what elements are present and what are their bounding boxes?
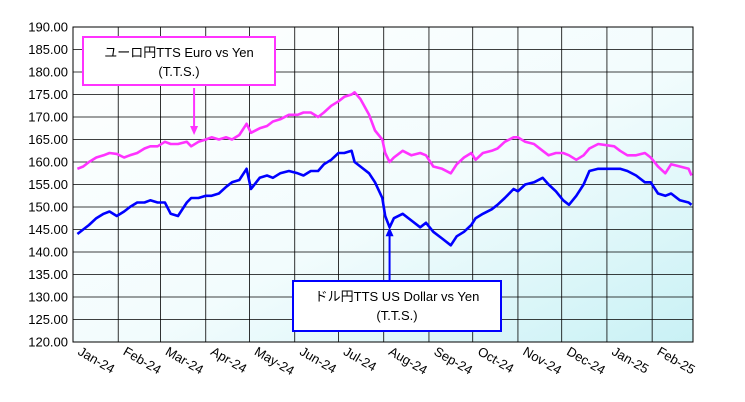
x-tick-label: Jul-24 <box>341 344 379 375</box>
series-lines <box>76 91 693 247</box>
y-tick-label: 120.00 <box>28 335 68 350</box>
euro-legend-callout: ユーロ円TTS Euro vs Yen (T.T.S.) <box>82 36 276 86</box>
usd-legend-callout: ドル円TTS US Dollar vs Yen (T.T.S.) <box>292 280 502 332</box>
plot-frame <box>72 26 694 343</box>
y-tick-label: 190.00 <box>28 20 68 35</box>
usd-callout-line2: (T.T.S.) <box>376 308 418 323</box>
y-tick-label: 135.00 <box>28 267 68 282</box>
euro-callout-line2: (T.T.S.) <box>158 64 200 79</box>
y-tick-label: 185.00 <box>28 42 68 57</box>
y-tick-label: 145.00 <box>28 222 68 237</box>
usd-callout-arrow-head <box>385 227 394 237</box>
x-tick-label: Jan-25 <box>609 344 651 377</box>
y-tick-label: 155.00 <box>28 177 68 192</box>
y-tick-label: 180.00 <box>28 65 68 80</box>
x-axis: Jan-24 Feb-24 Mar-24 Apr-24 May-24 Jun-24 Jul-… <box>76 344 698 379</box>
x-tick-label: Aug-24 <box>386 344 430 378</box>
usd-yen-series-line <box>76 149 693 247</box>
callout-arrows <box>190 88 394 280</box>
y-tick-label: 165.00 <box>28 132 68 147</box>
y-axis: 120.00 125.00 130.00 135.00 140.00 145.00 150.… <box>28 20 68 350</box>
x-tick-label: Jun-24 <box>297 344 339 377</box>
x-tick-label: Dec-24 <box>564 344 608 378</box>
euro-yen-series-line <box>76 91 693 177</box>
y-tick-label: 160.00 <box>28 155 68 170</box>
y-tick-label: 130.00 <box>28 290 68 305</box>
euro-callout-line1: ユーロ円TTS Euro vs Yen <box>104 45 254 60</box>
x-tick-label: Apr-24 <box>208 344 249 377</box>
x-tick-label: Nov-24 <box>520 344 564 378</box>
x-tick-label: Oct-24 <box>475 344 516 376</box>
x-tick-label: Mar-24 <box>163 344 206 378</box>
x-tick-label: May-24 <box>252 344 297 379</box>
y-tick-label: 175.00 <box>28 87 68 102</box>
y-tick-label: 170.00 <box>28 110 68 125</box>
x-tick-label: Feb-24 <box>121 344 164 378</box>
x-tick-label: Feb-25 <box>655 344 698 378</box>
usd-callout-line1: ドル円TTS US Dollar vs Yen <box>314 289 480 304</box>
x-tick-label: Sep-24 <box>431 344 475 378</box>
y-tick-label: 140.00 <box>28 245 68 260</box>
y-tick-label: 150.00 <box>28 200 68 215</box>
y-tick-label: 125.00 <box>28 312 68 327</box>
euro-callout-arrow-head <box>190 126 199 135</box>
x-tick-label: Jan-24 <box>76 344 118 377</box>
